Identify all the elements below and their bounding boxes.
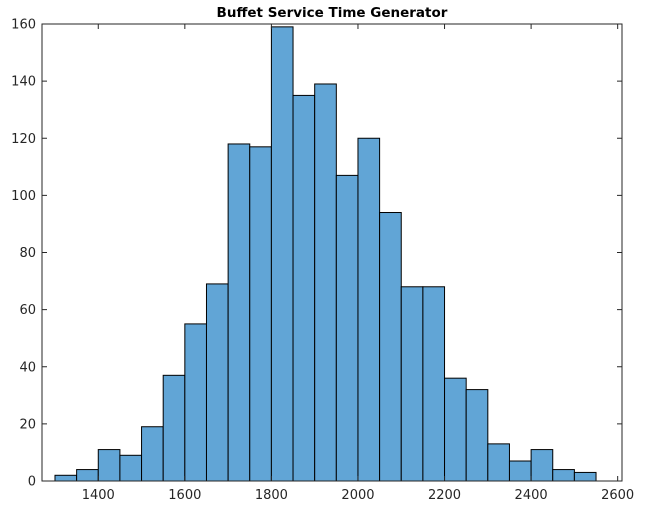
y-tick-label: 60	[19, 303, 36, 318]
x-tick-label: 1400	[82, 488, 115, 503]
x-tick-label: 2200	[428, 488, 461, 503]
histogram-bar	[335, 174, 359, 482]
histogram-bar	[249, 146, 272, 482]
y-tick-label: 160	[11, 18, 36, 33]
y-tick-label: 0	[28, 475, 36, 490]
histogram-bar	[422, 286, 446, 482]
x-tick-label: 1800	[255, 488, 288, 503]
histogram-bar	[508, 460, 532, 482]
histogram-bar	[465, 389, 489, 482]
y-tick-label: 40	[19, 360, 36, 375]
histogram-bar	[444, 377, 467, 482]
histogram-bar	[227, 143, 251, 482]
histogram-bar	[162, 374, 186, 482]
bars-layer	[54, 26, 597, 482]
ticks-layer: 1400 1600 1800 2000 2200 2400 2600 0 20 40 60 80 100…	[11, 18, 634, 504]
y-tick-label: 100	[11, 189, 36, 204]
histogram-bar	[573, 471, 597, 482]
y-tick-label: 120	[11, 132, 36, 147]
x-tick-label: 2000	[341, 488, 374, 503]
histogram-bar	[54, 474, 78, 482]
x-tick-label: 1600	[168, 488, 201, 503]
histogram-bar	[270, 26, 294, 482]
histogram-bar	[119, 454, 143, 482]
y-tick-label: 140	[11, 75, 36, 90]
histogram-bar	[357, 137, 381, 482]
histogram-bar	[530, 449, 554, 482]
histogram-bar	[205, 283, 229, 482]
y-tick-label: 20	[19, 417, 36, 432]
histogram-bar	[552, 469, 575, 482]
histogram-bar	[379, 212, 402, 482]
histogram-bar	[400, 286, 424, 482]
histogram-bar	[487, 443, 510, 482]
histogram-bar	[141, 426, 164, 482]
x-tick-label: 2400	[515, 488, 548, 503]
histogram-bar	[76, 469, 99, 482]
x-tick-label: 2600	[601, 488, 634, 503]
chart-title: Buffet Service Time Generator	[217, 5, 448, 21]
histogram-bar	[314, 83, 337, 482]
histogram-bar	[292, 94, 316, 482]
histogram-bar	[184, 323, 207, 482]
y-tick-label: 80	[19, 246, 36, 261]
histogram-bar	[97, 449, 121, 482]
